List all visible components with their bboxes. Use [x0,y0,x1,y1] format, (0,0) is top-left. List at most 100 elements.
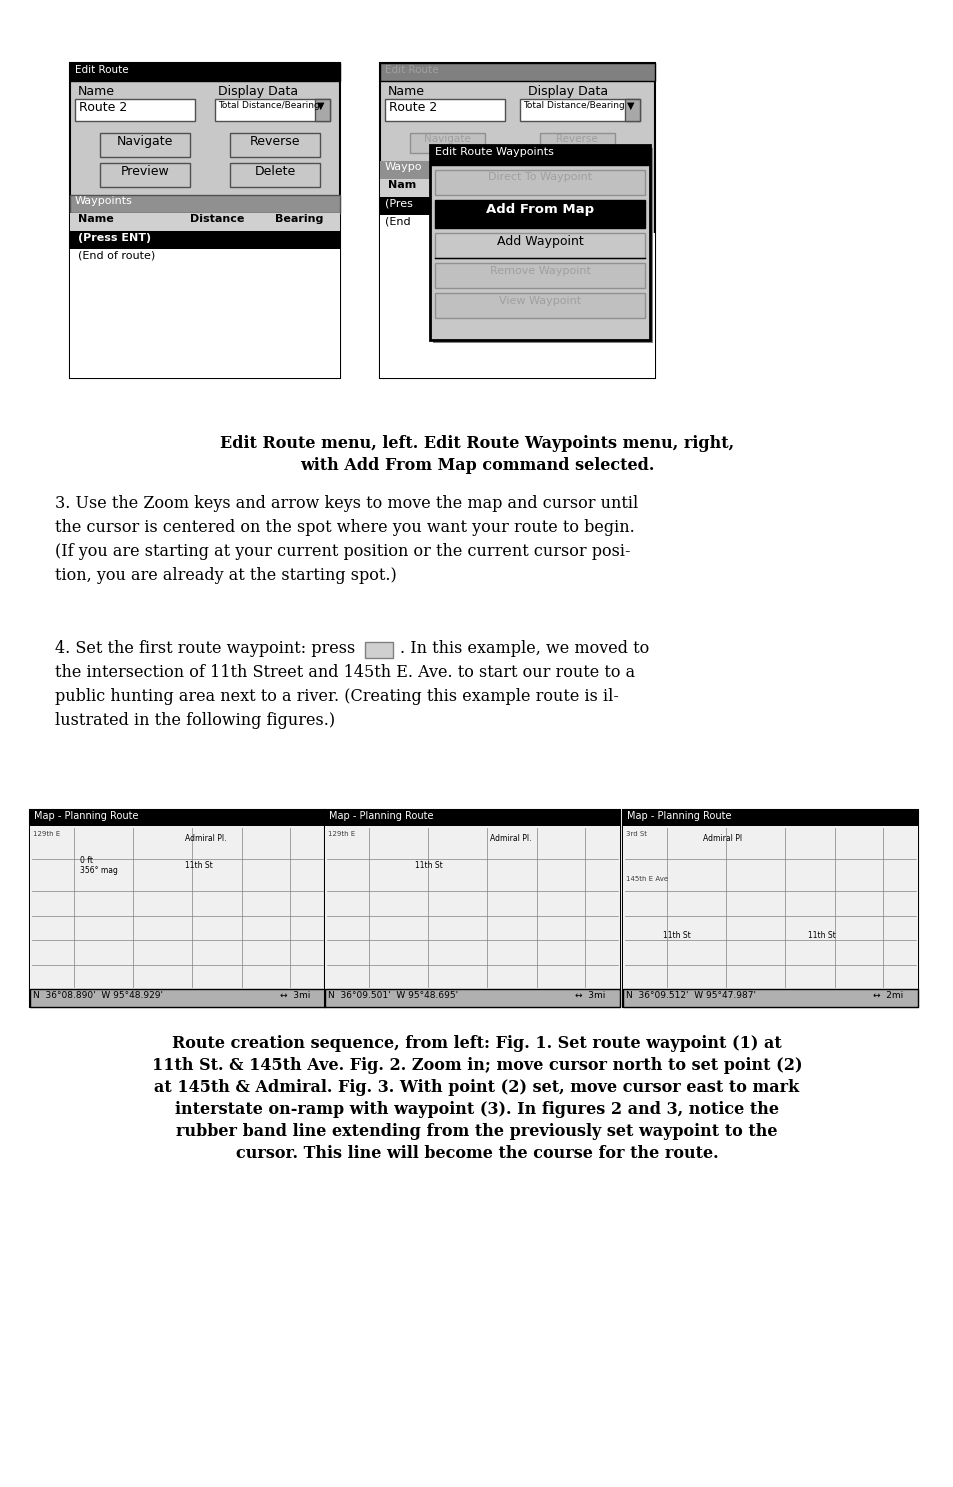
Text: 11th St: 11th St [807,931,835,940]
Text: tion, you are already at the starting spot.): tion, you are already at the starting sp… [55,567,396,584]
Bar [379,161,479,178]
Text: Total Distance/Bearing: Total Distance/Bearing [218,101,319,110]
Text: 4. Set the first route waypoint: press: 4. Set the first route waypoint: press [55,639,355,657]
Bar [325,810,619,1007]
Text: ↔  3mi: ↔ 3mi [280,990,310,999]
Text: (End of route): (End of route) [78,251,155,262]
Text: 11th St: 11th St [415,861,442,870]
Bar [379,62,655,378]
Bar [519,100,639,120]
Bar [433,149,652,343]
Bar [30,825,325,989]
Text: . In this example, we moved to: . In this example, we moved to [399,639,649,657]
Text: Display Data: Display Data [218,85,297,98]
Text: 145th E Ave: 145th E Ave [625,876,667,882]
Text: Name: Name [78,214,113,225]
Text: public hunting area next to a river. (Creating this example route is il-: public hunting area next to a river. (Cr… [55,688,618,705]
Text: with Add From Map command selected.: with Add From Map command selected. [299,457,654,474]
Text: ▼: ▼ [316,101,324,112]
Bar [314,100,330,120]
Bar [75,100,194,120]
Bar [385,100,504,120]
Bar [30,810,325,825]
Text: Map - Planning Route: Map - Planning Route [34,810,138,821]
Text: Waypo: Waypo [385,162,422,172]
Bar [100,132,190,158]
Text: (Press ENT): (Press ENT) [78,233,151,242]
Bar [70,248,339,268]
Bar [430,146,649,341]
Bar [622,989,917,1007]
Text: Bearing: Bearing [274,214,323,225]
Bar [622,825,917,989]
Text: Total Distance/Bearing: Total Distance/Bearing [522,101,624,110]
Text: 3. Use the Zoom keys and arrow keys to move the map and cursor until: 3. Use the Zoom keys and arrow keys to m… [55,495,638,512]
Text: Route 2: Route 2 [79,101,127,114]
Text: Admiral Pl: Admiral Pl [702,834,741,843]
Text: Waypoints: Waypoints [75,196,132,207]
Bar [70,62,339,80]
Bar [379,216,455,233]
Text: 11th St: 11th St [662,931,690,940]
Text: Nam: Nam [388,180,416,190]
Text: 129th E: 129th E [328,831,355,837]
Text: Display Data: Display Data [527,85,607,98]
Bar [30,810,325,1007]
Text: 356° mag: 356° mag [80,865,118,874]
Text: Preview: Preview [120,165,170,178]
Text: Navigate: Navigate [423,134,470,144]
Text: (End: (End [385,217,410,228]
Bar [539,132,615,153]
Bar [379,233,655,378]
Text: Map - Planning Route: Map - Planning Route [626,810,731,821]
Text: N  36°09.501'  W 95°48.695': N 36°09.501' W 95°48.695' [328,990,457,999]
Text: Navigate: Navigate [116,135,173,149]
Bar [410,132,484,153]
Bar [325,825,619,989]
Bar [325,989,619,1007]
Text: Edit Route: Edit Route [75,65,129,74]
Text: Route 2: Route 2 [389,101,436,114]
Text: at 145th & Admiral. Fig. 3. With point (2) set, move cursor east to mark: at 145th & Admiral. Fig. 3. With point (… [154,1080,799,1096]
Bar [230,132,319,158]
Text: Add From Map: Add From Map [485,204,594,216]
Text: the cursor is centered on the spot where you want your route to begin.: the cursor is centered on the spot where… [55,519,634,535]
Bar [622,810,917,825]
Bar [70,268,339,378]
Bar [379,178,479,196]
Bar [30,989,325,1007]
Text: (Pres: (Pres [385,199,413,210]
Bar [70,213,339,230]
Text: Edit Route Waypoints: Edit Route Waypoints [435,147,554,158]
Bar [70,195,339,213]
Text: N  36°08.890'  W 95°48.929': N 36°08.890' W 95°48.929' [33,990,163,999]
Text: the intersection of 11th Street and 145th E. Ave. to start our route to a: the intersection of 11th Street and 145t… [55,665,635,681]
Bar [435,263,644,288]
Bar [100,164,190,187]
Bar [435,199,644,228]
Text: ▼: ▼ [626,101,634,112]
Bar [70,230,339,248]
Text: View Waypoint: View Waypoint [498,296,580,306]
Text: Reverse: Reverse [556,134,598,144]
Text: Map - Planning Route: Map - Planning Route [329,810,433,821]
Bar [624,100,639,120]
Text: rubber band line extending from the previously set waypoint to the: rubber band line extending from the prev… [176,1123,777,1141]
Text: 3rd St: 3rd St [625,831,646,837]
Text: Add Waypoint: Add Waypoint [497,235,583,248]
Bar [435,293,644,318]
Bar [379,196,455,216]
Text: Admiral Pl.: Admiral Pl. [185,834,226,843]
Bar [230,164,319,187]
Text: Name: Name [388,85,424,98]
Bar [214,100,330,120]
Text: 0 ft: 0 ft [80,857,92,865]
Text: Remove Waypoint: Remove Waypoint [489,266,590,277]
Text: Admiral Pl.: Admiral Pl. [490,834,531,843]
Text: Direct To Waypoint: Direct To Waypoint [487,172,592,181]
Bar [622,810,917,1007]
Text: Reverse: Reverse [250,135,300,149]
Text: Distance: Distance [190,214,244,225]
Text: Delete: Delete [254,165,295,178]
Bar [430,146,649,165]
